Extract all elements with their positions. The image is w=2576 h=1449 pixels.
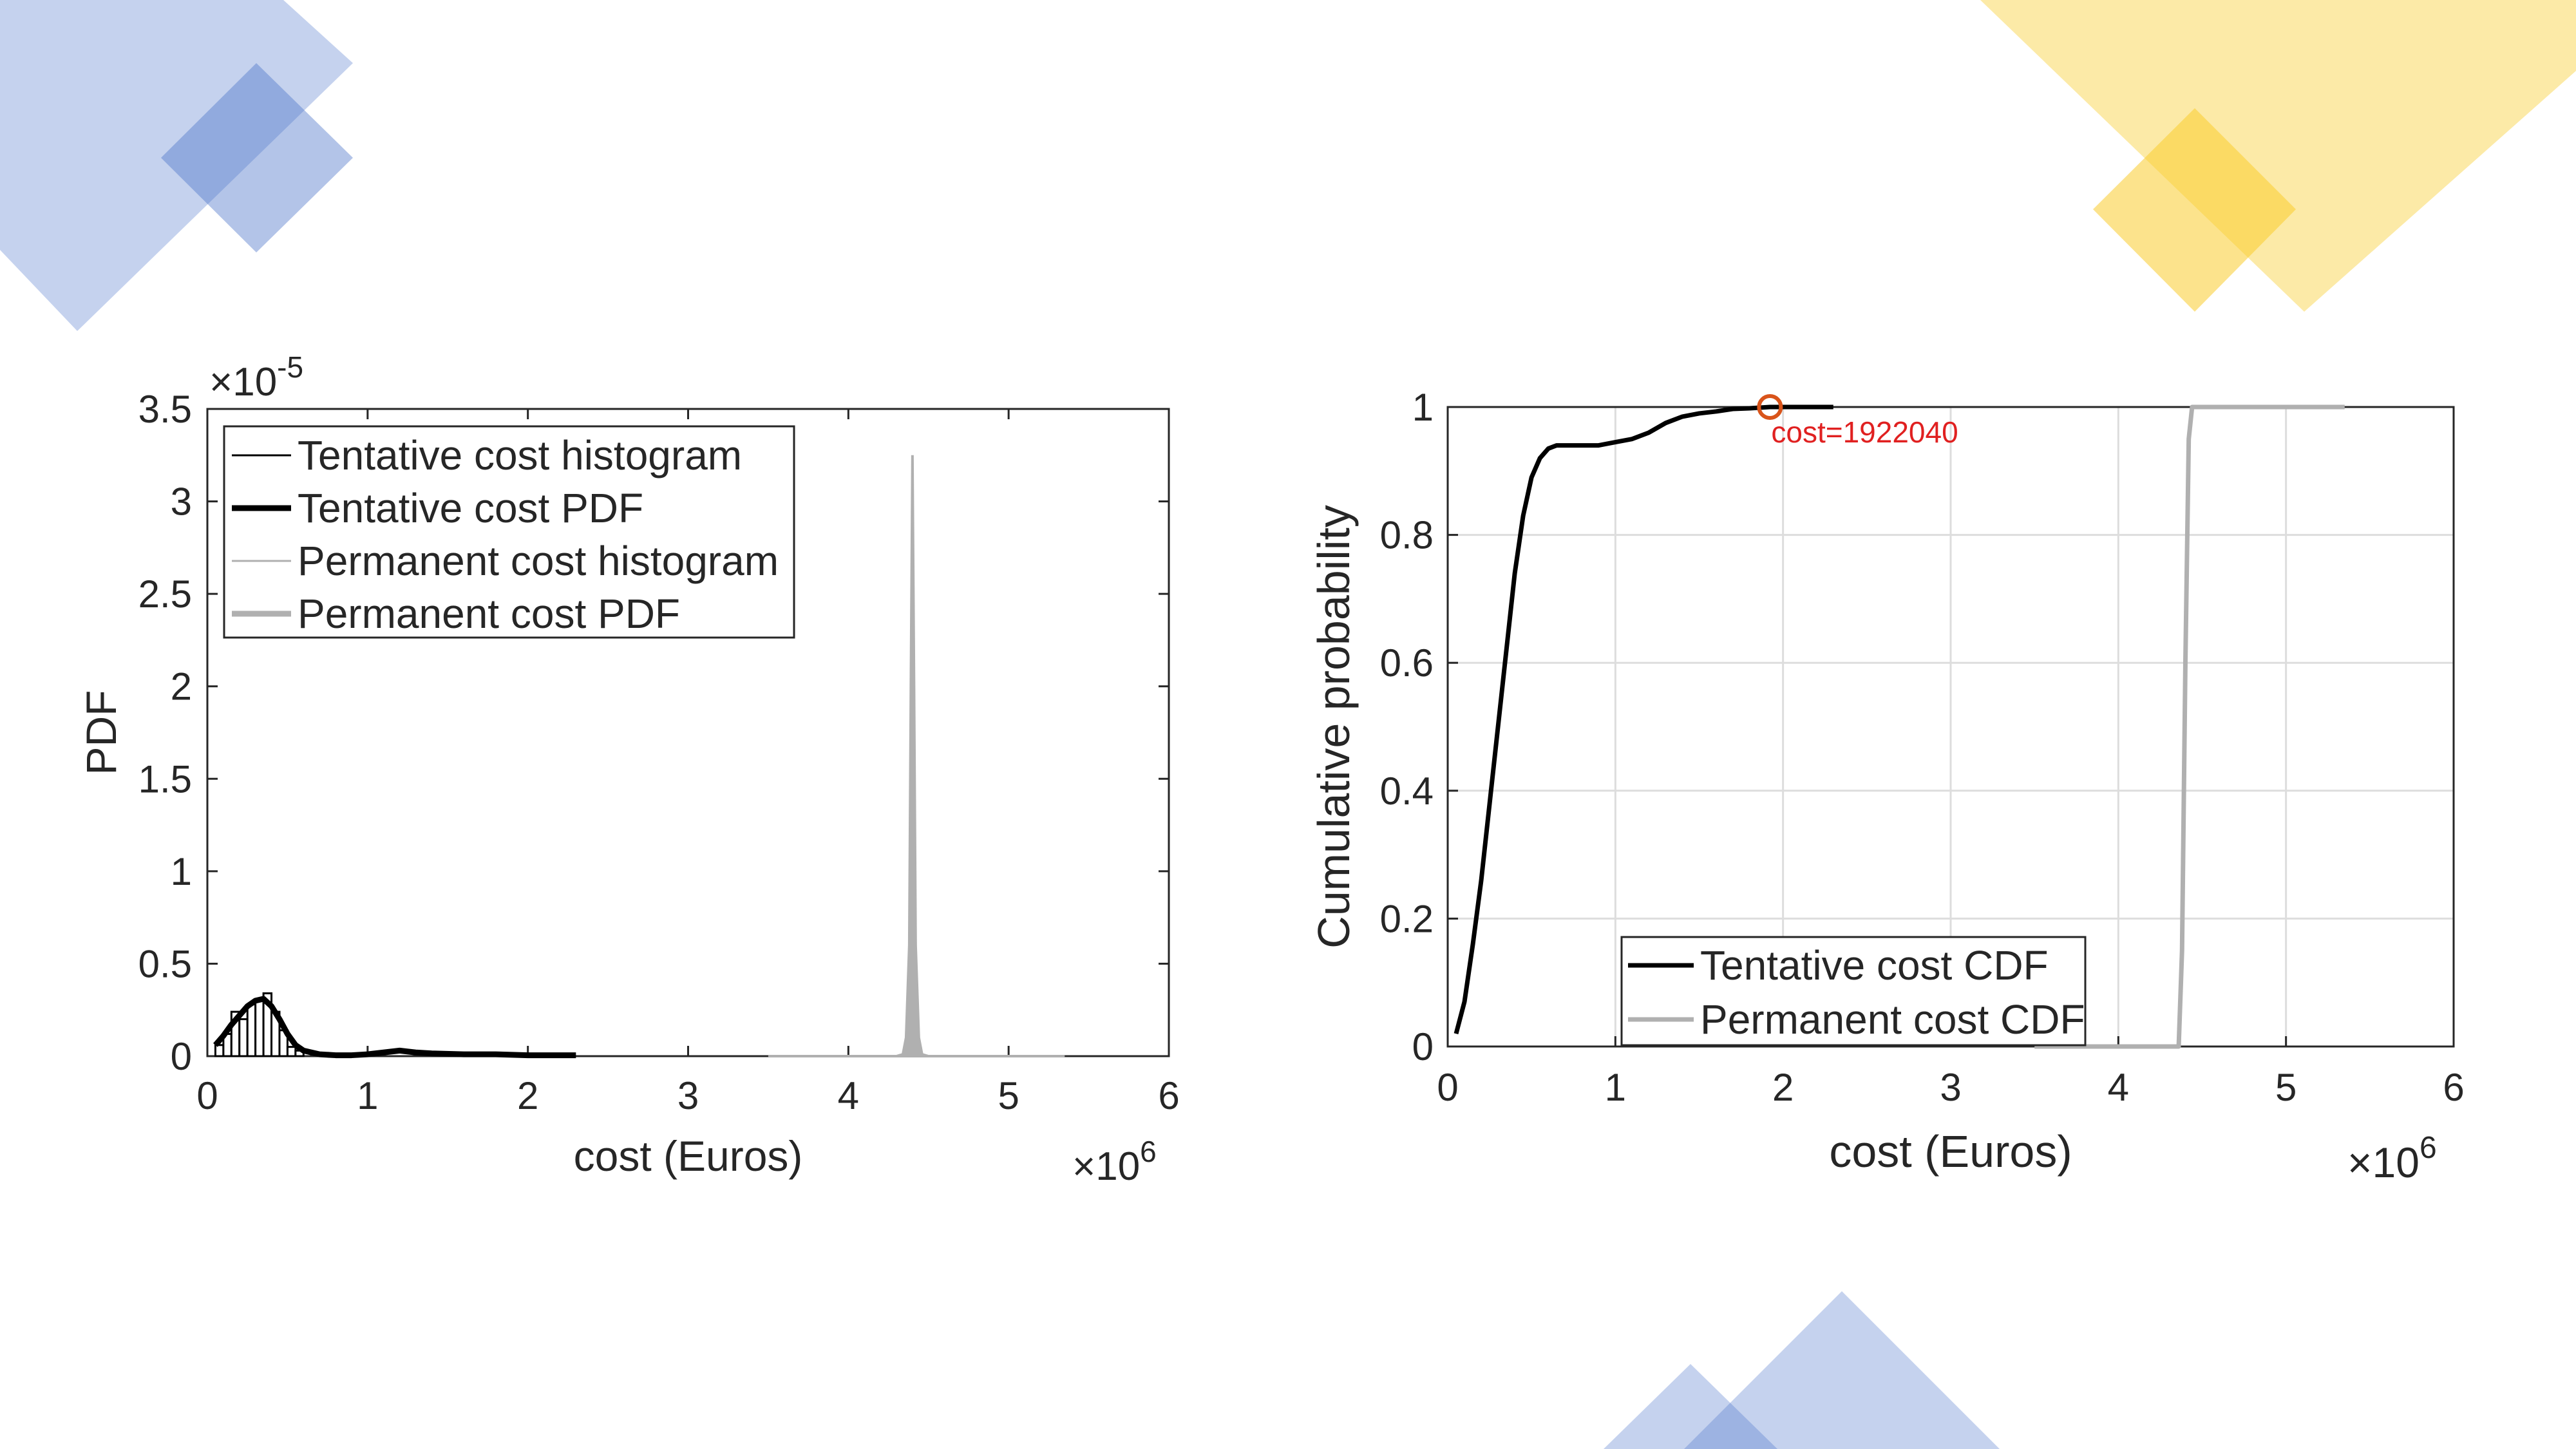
- y-tick-label: 3.5: [138, 388, 192, 431]
- y-tick-label: 2: [171, 665, 192, 708]
- y-tick-label: 0.5: [138, 942, 192, 985]
- y-tick-label: 1.5: [138, 757, 192, 800]
- legend-label: Permanent cost CDF: [1700, 996, 2085, 1043]
- legend-box: [223, 425, 795, 639]
- y-tick-label: 1: [1412, 386, 1434, 429]
- blue-diamond-bottom-large: [1684, 1291, 2000, 1449]
- x-tick-label: 2: [1772, 1066, 1794, 1109]
- x-tick-label: 3: [1940, 1066, 1961, 1109]
- x-tick-label: 1: [357, 1074, 378, 1117]
- x-exponent-label: ×106: [2347, 1131, 2437, 1186]
- permanent-cost-pdf-area: [768, 455, 1065, 1057]
- tentative-cost-cdf-line: [1454, 404, 1833, 1035]
- permanent-cost-cdf-line: [2034, 404, 2345, 1049]
- y-axis-label: Cumulative probability: [1309, 505, 1359, 949]
- x-tick-label: 0: [1437, 1066, 1458, 1109]
- blue-diamond-bottom-small: [1604, 1364, 1777, 1449]
- y-tick-label: 2.5: [138, 573, 192, 616]
- y-tick-label: 0.4: [1380, 770, 1434, 813]
- y-axis-label: PDF: [77, 690, 125, 775]
- x-tick-label: 2: [517, 1074, 538, 1117]
- annotation-marker: [1757, 394, 1783, 420]
- y-tick-label: 0.8: [1380, 514, 1434, 557]
- x-axis-label: cost (Euros): [1829, 1126, 2072, 1177]
- annotation-label: cost=1922040: [1771, 415, 1958, 449]
- x-tick-label: 6: [2443, 1066, 2464, 1109]
- blue-diamond-small-top-left: [161, 63, 353, 252]
- y-tick-label: 0.6: [1380, 641, 1434, 685]
- y-tick-label: 3: [171, 480, 192, 524]
- x-tick-label: 4: [2108, 1066, 2129, 1109]
- y-tick-label: 1: [171, 850, 192, 893]
- x-tick-label: 4: [838, 1074, 859, 1117]
- legend-box: [1620, 936, 2087, 1046]
- x-tick-label: 1: [1605, 1066, 1626, 1109]
- x-tick-label: 5: [998, 1074, 1019, 1117]
- x-tick-label: 5: [2275, 1066, 2297, 1109]
- legend-label: Tentative cost CDF: [1700, 942, 2049, 989]
- blue-diamond-large-top-left: [0, 0, 353, 331]
- x-axis-label: cost (Euros): [574, 1132, 803, 1180]
- x-tick-label: 6: [1158, 1074, 1179, 1117]
- y-tick-label: 0: [171, 1035, 192, 1078]
- legend-label: Tentative cost histogram: [298, 432, 742, 478]
- legend-label: Permanent cost histogram: [298, 538, 779, 584]
- yellow-diamond-small-top-right: [2093, 108, 2296, 312]
- tentative-cost-pdf-line: [213, 996, 576, 1059]
- y-tick-label: 0.2: [1380, 897, 1434, 940]
- x-tick-label: 3: [677, 1074, 699, 1117]
- yellow-diamond-large-top-right: [1980, 0, 2576, 312]
- y-tick-label: 0: [1412, 1025, 1434, 1068]
- x-tick-label: 0: [196, 1074, 218, 1117]
- legend-label: Permanent cost PDF: [298, 591, 680, 637]
- legend-label: Tentative cost PDF: [298, 485, 643, 531]
